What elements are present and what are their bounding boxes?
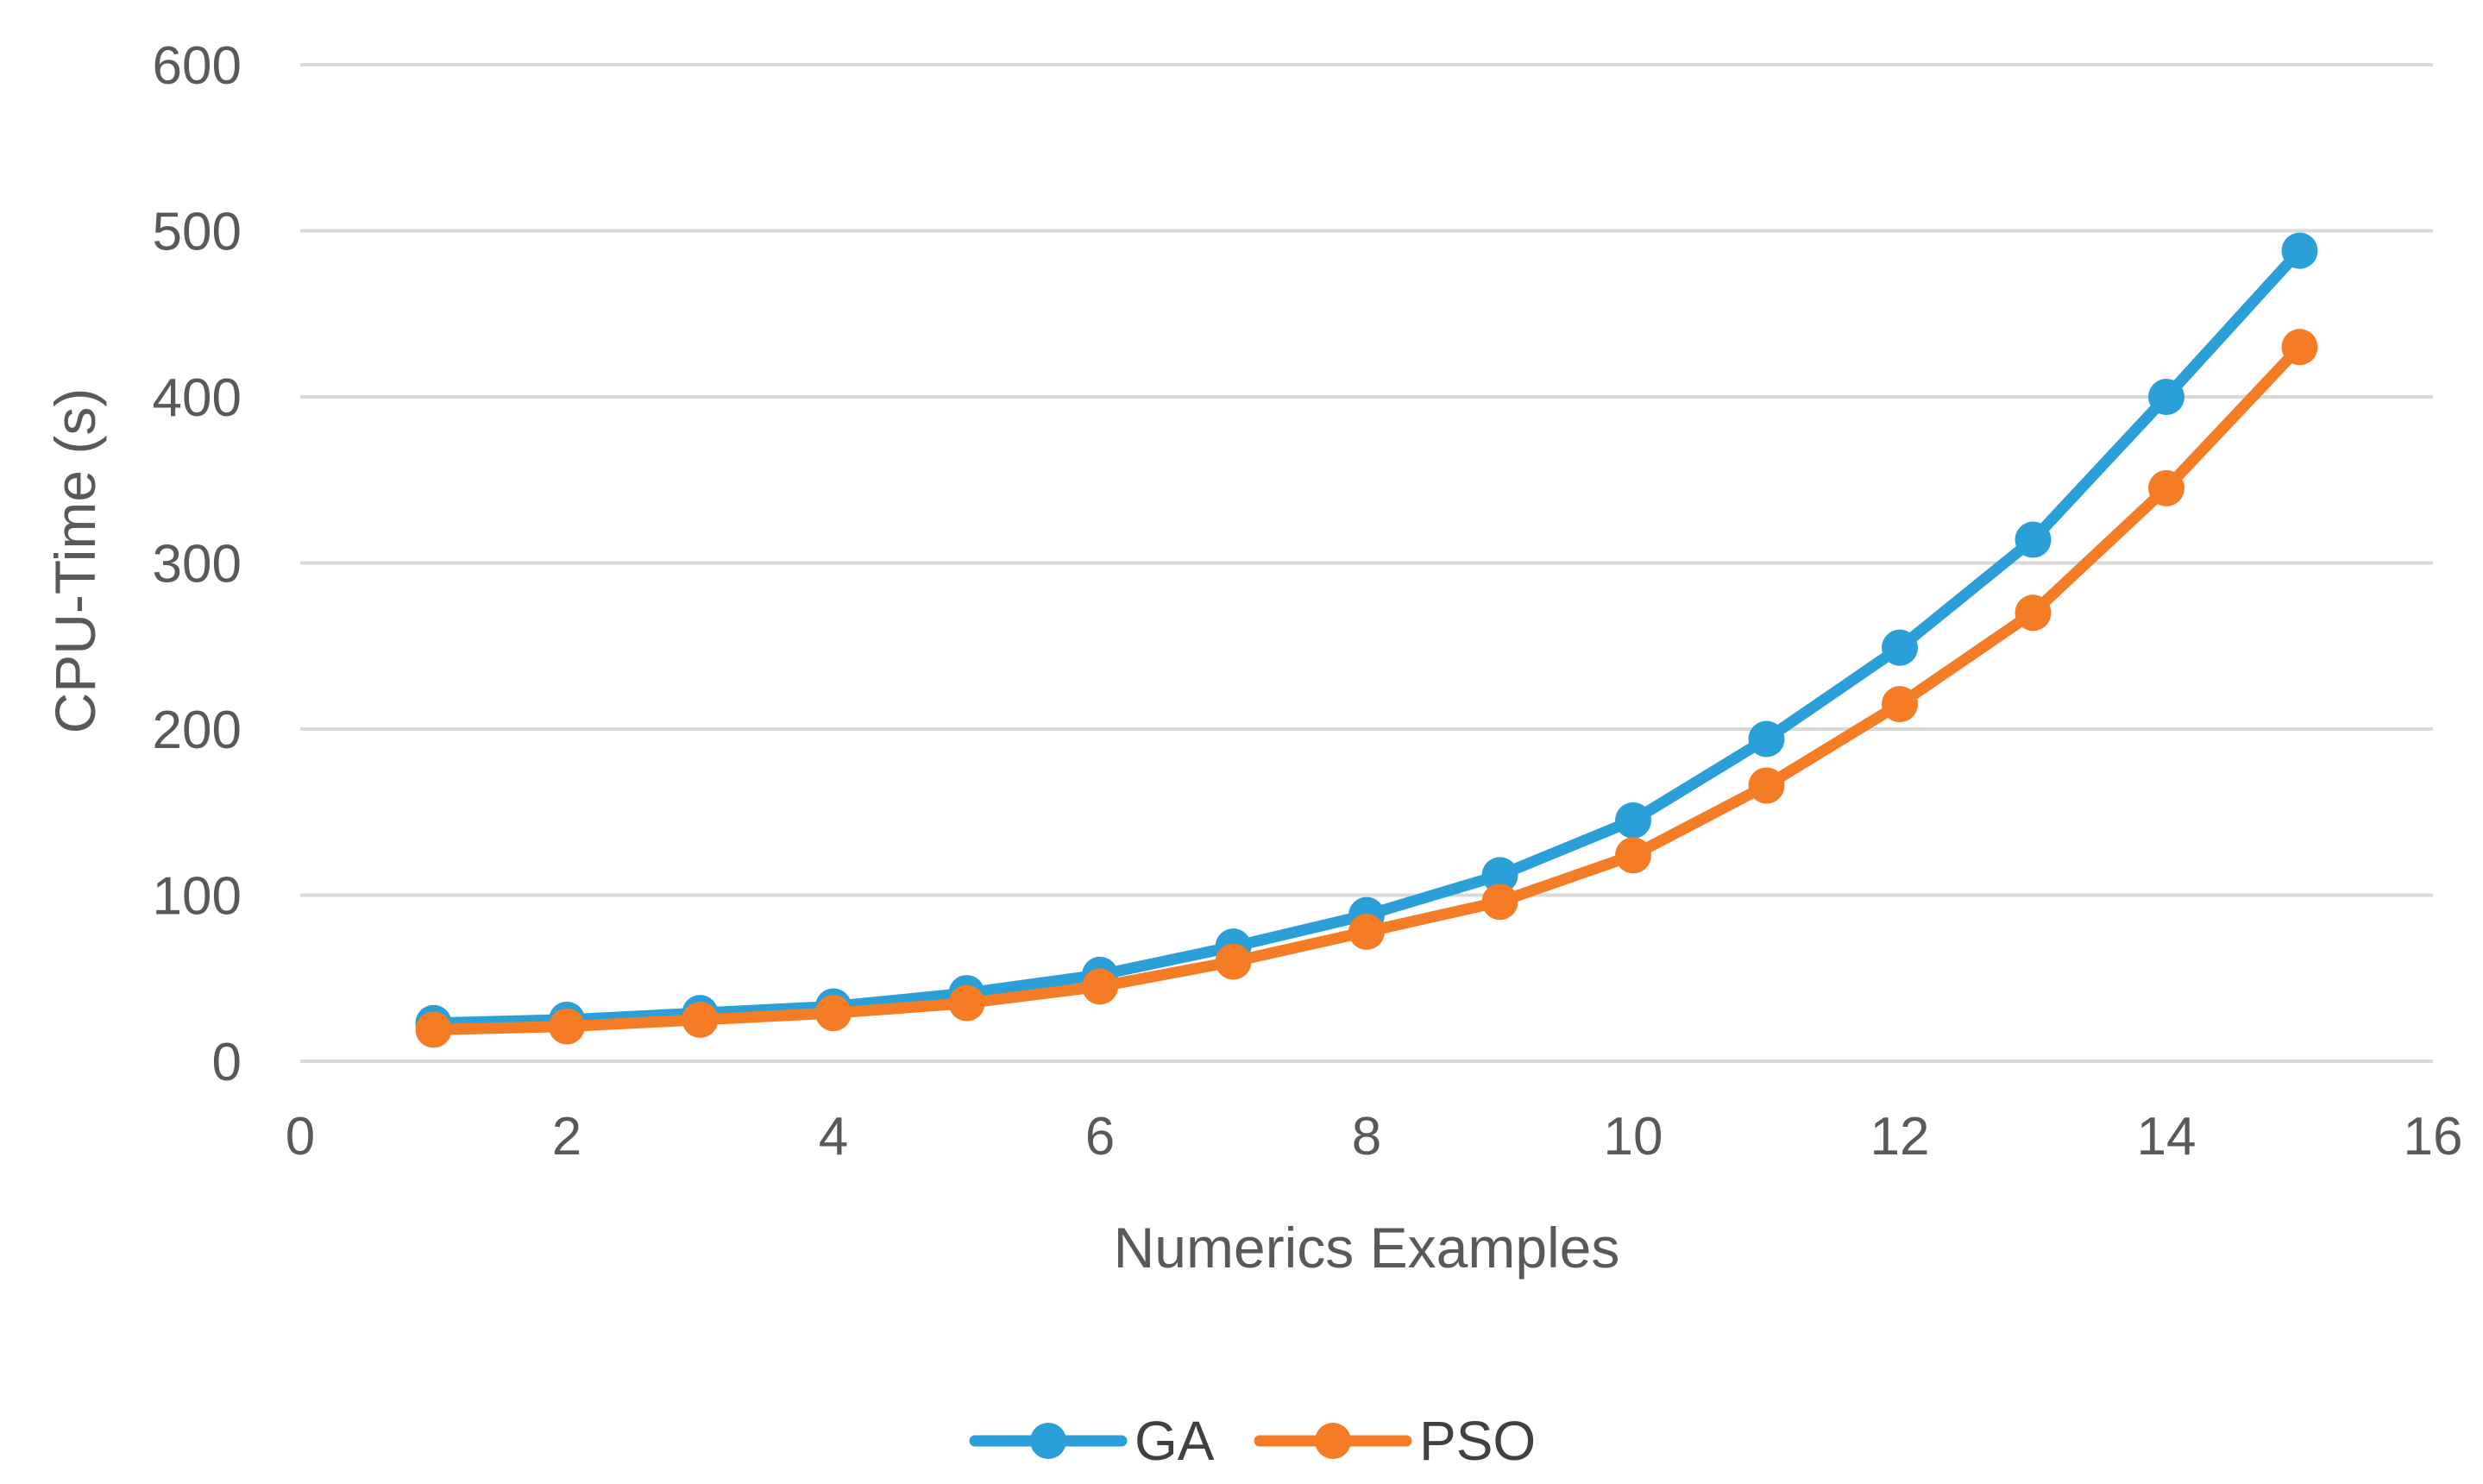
data-point-ga bbox=[1615, 802, 1651, 839]
data-point-ga bbox=[2148, 379, 2184, 415]
data-point-pso bbox=[1882, 686, 1918, 723]
y-axis-title: CPU-Time (s) bbox=[43, 388, 107, 734]
x-tick-label: 8 bbox=[1352, 1107, 1381, 1166]
data-point-pso bbox=[2281, 329, 2318, 366]
data-point-pso bbox=[1082, 968, 1118, 1005]
y-tick-label: 0 bbox=[212, 1033, 242, 1092]
x-tick-label: 16 bbox=[2404, 1107, 2463, 1166]
data-point-ga bbox=[2015, 521, 2052, 558]
y-tick-label: 200 bbox=[153, 701, 242, 760]
series-layer bbox=[415, 232, 2318, 1048]
x-tick-label: 12 bbox=[1870, 1107, 1930, 1166]
legend-label: PSO bbox=[1419, 1410, 1536, 1472]
series-pso bbox=[415, 329, 2318, 1048]
x-tick-label: 0 bbox=[286, 1107, 315, 1166]
x-tick-label: 14 bbox=[2137, 1107, 2197, 1166]
data-point-pso bbox=[1215, 943, 1252, 980]
y-tick-label: 400 bbox=[153, 368, 242, 428]
data-point-ga bbox=[1481, 857, 1518, 894]
legend-item-pso: PSO bbox=[1254, 1410, 1536, 1472]
data-point-pso bbox=[2148, 469, 2184, 506]
x-tick-label: 2 bbox=[552, 1107, 581, 1166]
legend-marker-swatch bbox=[1030, 1423, 1066, 1459]
x-axis-title: Numerics Examples bbox=[1114, 1216, 1620, 1280]
y-tick-label: 300 bbox=[153, 535, 242, 594]
data-point-pso bbox=[1748, 767, 1785, 804]
data-point-pso bbox=[1481, 883, 1518, 921]
data-point-ga bbox=[1882, 629, 1918, 666]
data-point-pso bbox=[1348, 913, 1385, 950]
y-axis-ticks: 0 100 200 300 400 500 600 bbox=[153, 36, 242, 1092]
data-point-pso bbox=[2015, 594, 2052, 632]
x-tick-label: 4 bbox=[819, 1107, 848, 1166]
data-point-pso bbox=[1615, 837, 1651, 874]
y-tick-label: 500 bbox=[153, 203, 242, 262]
y-tick-label: 600 bbox=[153, 36, 242, 96]
x-axis-ticks: 0 2 4 6 8 10 12 14 16 bbox=[286, 1107, 2463, 1166]
legend-item-ga: GA bbox=[969, 1410, 1215, 1472]
y-tick-label: 100 bbox=[153, 867, 242, 927]
data-point-pso bbox=[415, 1011, 452, 1048]
gridlines bbox=[300, 63, 2433, 1063]
data-point-pso bbox=[948, 984, 985, 1022]
x-tick-label: 10 bbox=[1604, 1107, 1663, 1166]
legend: GA PSO bbox=[969, 1410, 1536, 1472]
data-point-ga bbox=[1748, 720, 1785, 758]
data-point-pso bbox=[815, 995, 852, 1032]
data-point-ga bbox=[2281, 232, 2318, 269]
x-tick-label: 6 bbox=[1085, 1107, 1115, 1166]
legend-marker-swatch bbox=[1315, 1423, 1351, 1459]
data-point-pso bbox=[549, 1008, 585, 1045]
legend-label: GA bbox=[1135, 1410, 1215, 1472]
data-point-pso bbox=[682, 1001, 719, 1038]
